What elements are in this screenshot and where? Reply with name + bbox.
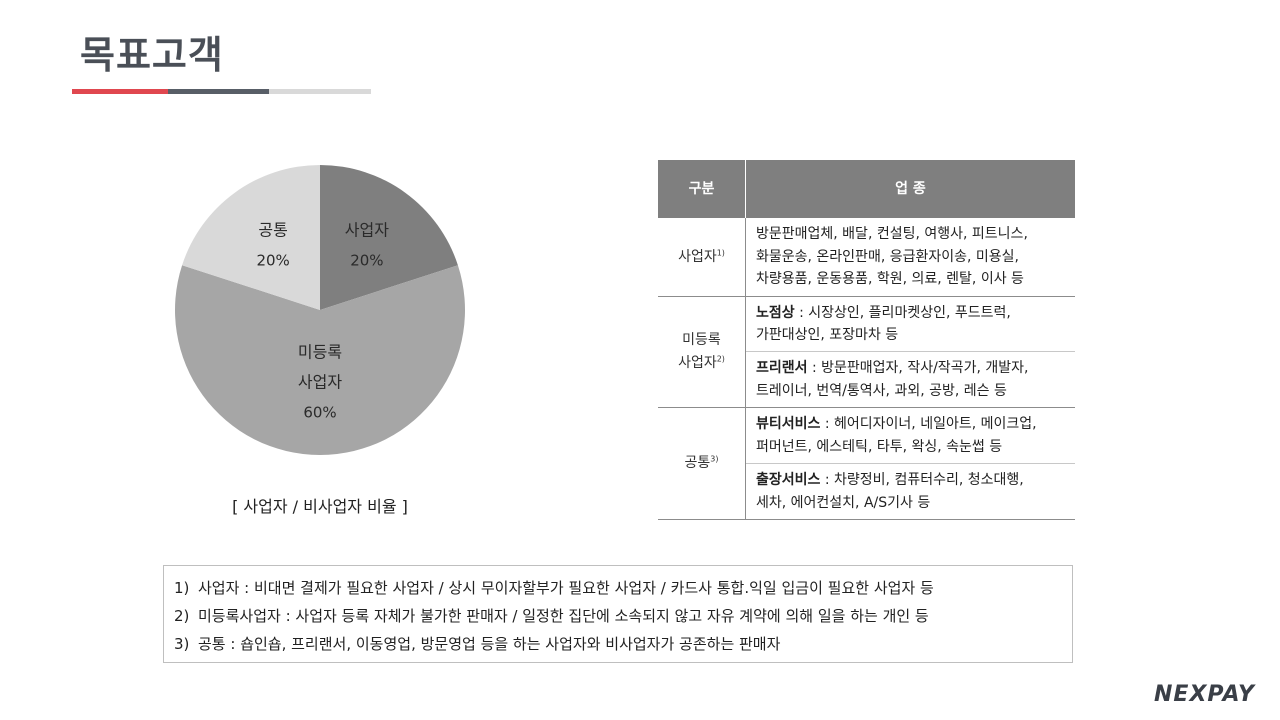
table-header-row: 구분 업 종: [658, 160, 1075, 218]
title-underline-light: [269, 89, 371, 94]
row-category-unregistered: 미등록 사업자2): [658, 296, 746, 409]
row-sectors-business: 방문판매업체, 배달, 컨설팅, 여행사, 피트니스, 화물운송, 온라인판매,…: [745, 218, 1075, 297]
pie-value-label: 60%: [303, 404, 336, 422]
footnote-item: 1) 사업자 : 비대면 결제가 필요한 사업자 / 상시 무이자할부가 필요한 …: [174, 579, 934, 597]
pie-slice-label: 사업자: [345, 220, 389, 239]
pie-slice-label: 공통: [258, 220, 287, 239]
footnote-item: 2) 미등록사업자 : 사업자 등록 자체가 불가한 판매자 / 일정한 집단에 …: [174, 607, 929, 625]
title-underline-accent: [72, 89, 168, 94]
row-sectors-onsite-service: 출장서비스 : 차량정비, 컴퓨터수리, 청소대행, 세차, 에어컨설치, A/…: [745, 463, 1075, 521]
pie-value-label: 20%: [350, 251, 383, 269]
pie-slice: [182, 165, 320, 310]
table-row: 사업자1) 방문판매업체, 배달, 컨설팅, 여행사, 피트니스, 화물운송, …: [658, 218, 1075, 297]
row-sectors-beauty: 뷰티서비스 : 헤어디자이너, 네일아트, 메이크업, 퍼머넌트, 에스테틱, …: [745, 407, 1075, 465]
title-underline-dark: [168, 89, 269, 94]
table-row: 미등록 사업자2) 노점상 : 시장상인, 플리마켓상인, 푸드트럭, 가판대상…: [658, 296, 1075, 409]
table-row: 공통3) 뷰티서비스 : 헤어디자이너, 네일아트, 메이크업, 퍼머넌트, 에…: [658, 407, 1075, 521]
table-row: 프리랜서 : 방문판매업자, 작사/작곡가, 개발자, 트레이너, 번역/통역사…: [658, 351, 1075, 409]
footnotes-box: 1) 사업자 : 비대면 결제가 필요한 사업자 / 상시 무이자할부가 필요한 …: [163, 565, 1073, 663]
page-title: 목표고객: [80, 33, 224, 77]
row-sectors-street-vendor: 노점상 : 시장상인, 플리마켓상인, 푸드트럭, 가판대상인, 포장마차 등: [745, 296, 1075, 353]
row-category-business: 사업자1): [658, 218, 746, 297]
header-category: 구분: [658, 160, 746, 218]
footnote-item: 3) 공통 : 숍인숍, 프리랜서, 이동영업, 방문영업 등을 하는 사업자와 …: [174, 635, 781, 653]
pie-value-label: 20%: [256, 251, 289, 269]
header-sector: 업 종: [745, 160, 1075, 218]
table-row: 출장서비스 : 차량정비, 컴퓨터수리, 청소대행, 세차, 에어컨설치, A/…: [658, 463, 1075, 521]
pie-slice: [320, 165, 458, 310]
pie-chart-caption: [ 사업자 / 비사업자 비율 ]: [232, 497, 408, 516]
pie-slice-label: 미등록: [298, 343, 342, 362]
nexpay-logo: NEXPAY: [1154, 682, 1255, 707]
sector-table: 구분 업 종 사업자1) 방문판매업체, 배달, 컨설팅, 여행사, 피트니스,…: [658, 160, 1075, 521]
row-category-common: 공통3): [658, 407, 746, 521]
pie-slice-label: 사업자: [298, 373, 342, 392]
row-sectors-freelancer: 프리랜서 : 방문판매업자, 작사/작곡가, 개발자, 트레이너, 번역/통역사…: [745, 351, 1075, 409]
pie-slice: [175, 265, 466, 456]
